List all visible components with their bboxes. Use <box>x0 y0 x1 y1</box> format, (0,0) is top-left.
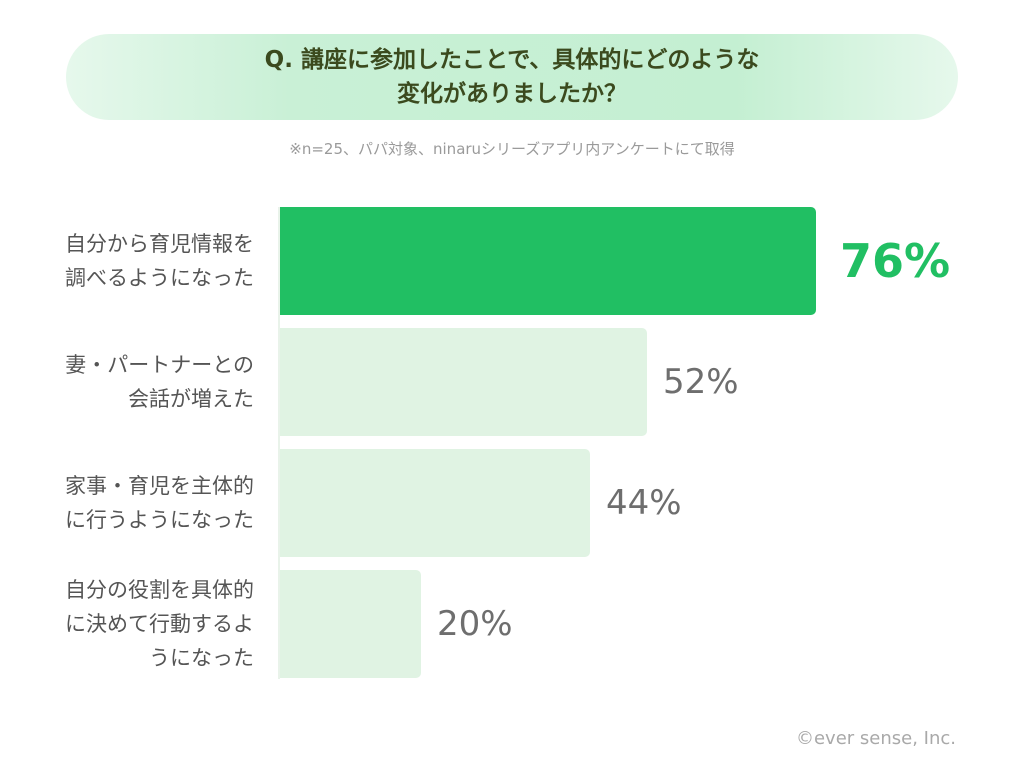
title-banner: Q. 講座に参加したことで、具体的にどのような 変化がありましたか？ <box>66 34 958 120</box>
value-label-4: 20% <box>437 604 513 644</box>
value-label-2: 52% <box>663 362 739 402</box>
bar-1 <box>280 207 816 315</box>
category-label-2: 妻・パートナーとの会話が増えた <box>65 348 254 416</box>
category-label-line: に決めて行動するよ <box>65 612 254 636</box>
category-label-line: 調べるようになった <box>65 266 254 290</box>
bar-3 <box>280 449 590 557</box>
category-label-4: 自分の役割を具体的 に決めて行動するようになった <box>65 573 254 675</box>
survey-note: ※n=25、パパ対象、ninaruシリーズアプリ内アンケートにて取得 <box>289 140 735 158</box>
category-label-line: 会話が増えた <box>128 387 254 411</box>
value-label-1: 76% <box>840 234 951 288</box>
category-label-line: 自分の役割を具体的 <box>65 578 254 602</box>
title-line-2: 変化がありましたか？ <box>397 81 627 107</box>
category-axis-line <box>278 207 280 679</box>
value-label-3: 44% <box>606 483 682 523</box>
category-label-1: 自分から育児情報を 調べるようになった <box>65 227 254 295</box>
copyright: ©ever sense, Inc. <box>795 728 956 749</box>
category-label-line: うになった <box>149 646 254 670</box>
category-label-line: 自分から育児情報を <box>65 232 254 256</box>
bar-4 <box>280 570 421 678</box>
category-label-line: に行うようになった <box>65 508 254 532</box>
category-label-3: 家事・育児を主体的 に行うようになった <box>65 469 254 537</box>
category-label-line: 妻・パートナーとの <box>65 353 254 377</box>
title-line-1: Q. 講座に参加したことで、具体的にどのような <box>264 47 760 73</box>
category-label-line: 家事・育児を主体的 <box>65 474 254 498</box>
bar-2 <box>280 328 647 436</box>
